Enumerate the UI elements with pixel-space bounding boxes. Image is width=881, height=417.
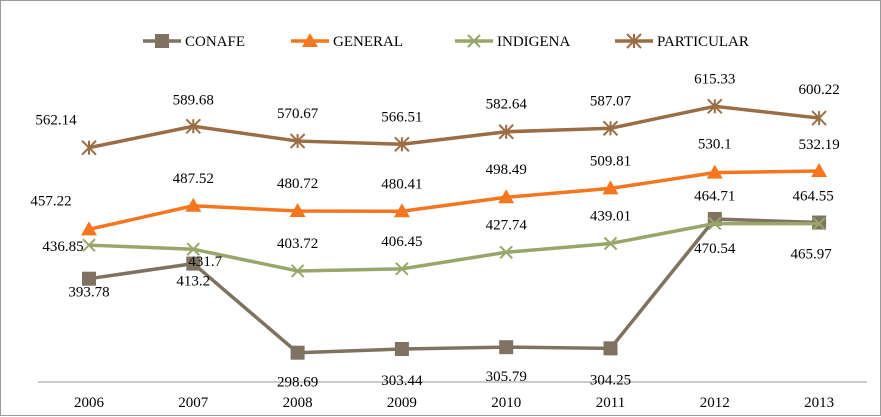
x-tick-label-2009: 2009: [387, 395, 417, 411]
x-tick-label-2012: 2012: [700, 395, 730, 411]
point-general-2007: [185, 197, 202, 212]
series-particular: [81, 98, 827, 156]
series-line-particular: [88, 104, 820, 150]
point-general-2010: [498, 189, 515, 204]
point-indigena-2013: [812, 216, 826, 231]
data-label-indigena-2011: 439.01: [590, 209, 631, 225]
data-label-indigena-2012: 464.71: [694, 189, 735, 205]
series-general: [81, 163, 828, 236]
data-label-general-2012: 530.1: [698, 137, 732, 153]
point-general-2008: [289, 203, 306, 218]
point-conafe-2007: [186, 256, 201, 271]
point-particular-2007: [185, 118, 202, 134]
data-label-particular-2009: 566.51: [381, 109, 422, 125]
legend-item-conafe: CONAFE: [143, 34, 245, 50]
point-general-2012: [706, 164, 723, 179]
x-tick-label-2011: 2011: [596, 395, 625, 411]
point-indigena-2009: [395, 262, 409, 276]
data-label-indigena-2008: 403.72: [277, 236, 318, 252]
data-label-conafe-2012: 470.54: [694, 241, 736, 257]
series-line-general: [88, 169, 820, 232]
data-label-general-2010: 498.49: [486, 162, 527, 178]
x-tick-label-2008: 2008: [283, 395, 313, 411]
data-label-indigena-2007: 431.7: [188, 254, 222, 270]
data-label-conafe-2008: 298.69: [277, 375, 318, 391]
data-label-general-2007: 487.52: [173, 171, 214, 187]
data-label-conafe-2010: 305.79: [486, 369, 527, 385]
data-label-particular-2008: 570.67: [277, 106, 319, 122]
point-general-2011: [602, 180, 619, 195]
point-general-2013: [811, 163, 828, 178]
point-indigena-2007: [186, 242, 201, 256]
data-label-general-2011: 509.81: [590, 153, 631, 169]
legend-item-particular: PARTICULAR: [615, 33, 749, 50]
data-label-conafe-2011: 304.25: [590, 372, 631, 388]
data-label-indigena-2009: 406.45: [381, 234, 422, 250]
point-indigena-2012: [708, 216, 722, 231]
point-particular-2011: [602, 120, 619, 137]
data-label-conafe-2013: 465.97: [790, 247, 832, 263]
data-label-conafe-2009: 303.44: [381, 373, 423, 389]
series-line-conafe: [88, 217, 820, 355]
point-general-2009: [393, 203, 410, 218]
point-general-2006: [81, 221, 97, 236]
point-particular-2012: [707, 98, 723, 115]
point-particular-2008: [289, 133, 306, 149]
legend-marker-particular: [626, 33, 642, 49]
data-label-particular-2013: 600.22: [798, 82, 839, 98]
point-particular-2009: [394, 136, 410, 153]
data-label-general-2013: 532.19: [798, 137, 839, 153]
x-tick-label-2013: 2013: [804, 395, 834, 411]
x-tick-label-2010: 2010: [491, 395, 521, 411]
point-conafe-2011: [603, 341, 618, 356]
series-indigena: [82, 216, 826, 278]
legend-label-conafe: CONAFE: [185, 34, 245, 50]
x-tick-label-2006: 2006: [74, 395, 105, 411]
legend-item-general: GENERAL: [291, 33, 403, 50]
data-label-indigena-2010: 427.74: [486, 217, 528, 233]
legend-label-general: GENERAL: [333, 34, 403, 50]
point-particular-2013: [811, 110, 827, 126]
point-conafe-2009: [394, 341, 409, 356]
point-conafe-2010: [499, 340, 514, 355]
point-indigena-2010: [499, 245, 513, 259]
point-conafe-2008: [290, 345, 305, 360]
legend-item-indigena: INDIGENA: [455, 34, 570, 50]
series-line-indigena: [88, 221, 820, 273]
point-particular-2010: [498, 124, 514, 140]
data-label-particular-2011: 587.07: [590, 93, 632, 109]
point-indigena-2011: [603, 236, 618, 251]
data-label-particular-2006: 562.14: [35, 113, 77, 129]
data-label-conafe-2007: 413.2: [176, 274, 210, 290]
legend: CONAFE GENERAL INDIGENA PARTICULAR: [143, 33, 749, 50]
data-label-general-2006: 457.22: [30, 193, 71, 209]
x-tick-label-2007: 2007: [178, 395, 209, 411]
data-label-particular-2012: 615.33: [694, 71, 735, 87]
point-indigena-2008: [290, 264, 305, 278]
data-label-particular-2007: 589.68: [173, 92, 214, 108]
legend-marker-general: [302, 33, 318, 47]
data-label-indigena-2013: 464.55: [792, 189, 833, 205]
point-indigena-2006: [82, 238, 96, 252]
point-particular-2006: [81, 139, 97, 156]
legend-marker-conafe: [155, 34, 169, 48]
legend-marker-indigena: [467, 34, 481, 48]
data-label-particular-2010: 582.64: [486, 97, 528, 113]
data-label-general-2009: 480.41: [381, 176, 422, 192]
legend-label-indigena: INDIGENA: [497, 34, 570, 50]
point-conafe-2006: [82, 271, 96, 286]
data-label-indigena-2006: 436.85: [42, 239, 83, 255]
data-label-general-2008: 480.72: [277, 176, 318, 192]
data-label-conafe-2006: 393.78: [68, 285, 109, 301]
legend-label-particular: PARTICULAR: [657, 34, 749, 50]
